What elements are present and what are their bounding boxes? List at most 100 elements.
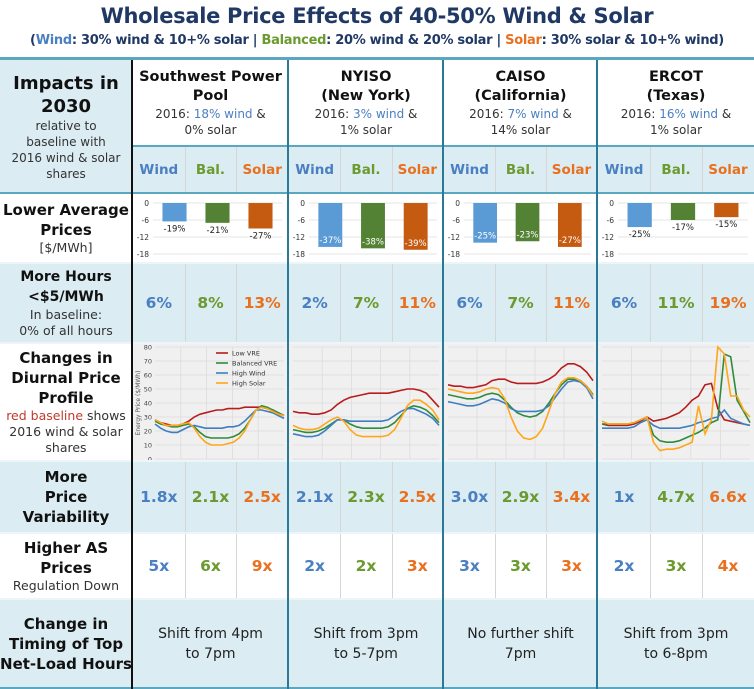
wind-share: 18% wind [193,106,253,121]
series-line [447,377,594,441]
legend-label: High Wind [232,370,265,378]
scenario-header: Solar [391,147,443,193]
series-line [447,378,594,418]
scenario-header: Solar [702,147,754,193]
scenario-definitions: (Wind: 30% wind & 10+% solar | Balanced:… [0,33,754,48]
bar-value-label: -38% [362,237,384,247]
region-name: NYISO [340,68,392,85]
row-heading: More [44,468,88,486]
bar-chart-panel: 0 -6 -12 -18 -19% -21% -27% [133,193,288,263]
solar-share: 1% solar [649,122,703,137]
bar-value-label: -27% [559,236,581,246]
red-baseline-note: red baseline [6,408,84,423]
paren: ( [30,33,36,48]
timing-line: to 6-8pm [644,646,708,662]
more-hours-value: 6% [598,263,650,343]
y-tick-label: -18 [602,250,614,259]
region-name: (California) [474,87,567,104]
series-line [292,399,440,438]
balanced-definition: : 20% wind & 20% solar | [326,33,506,48]
variability-value: 2.5x [236,461,288,533]
variability-value: 2.9x [495,461,546,533]
more-hours-value: 2% [289,263,341,343]
row-label-more-hours: More Hours <$5/MWh In baseline: 0% of al… [0,263,132,343]
scenario-header: Wind [444,147,495,193]
bar-chart: 0 -6 -12 -18 -25% -23% -27% [448,199,591,259]
row-label-variability: More Price Variability [0,461,132,533]
as-price-value: 6x [184,533,237,599]
timing-line: Shift from 4pm [158,626,263,642]
y-tick-label: -6 [142,216,150,225]
scenario-header: Bal. [340,147,392,193]
more-hours-value: 11% [650,263,702,343]
as-price-value: 5x [133,533,185,599]
corner-sub: relative to [35,118,97,133]
variability-value: 2.3x [340,461,392,533]
more-hours-value: 6% [133,263,185,343]
y-axis-label: Energy Price ($/MWh) [135,371,142,436]
y-tick-label: 40 [144,400,152,408]
bar-value-label: -15% [715,220,737,230]
corner-header: Impacts in 2030 relative to baseline wit… [0,60,132,193]
row-heading: Higher AS [23,539,109,557]
variability-value: 1.8x [133,461,185,533]
scenario-header: Bal. [650,147,702,193]
series-line [154,409,285,434]
region-name: Southwest Power [139,68,282,85]
timing-line: No further shift [467,626,574,642]
variability-value: 3.0x [444,461,495,533]
y-tick-label: 0 [148,456,152,462]
y-tick-label: 0 [609,199,614,208]
y-tick-label: 0 [300,199,305,208]
legend-label: Balanced VRE [232,360,277,368]
row-heading: Lower Average [3,201,129,219]
legend-label: Low VRE [232,350,260,358]
line-chart [444,343,597,461]
more-hours-value: 7% [495,263,546,343]
row-subheading: shows [83,408,126,423]
variability-value: 2.1x [289,461,341,533]
row-subheading: 2016 wind & solar [9,424,123,439]
series-line [601,345,751,452]
variability-value: 1x [598,461,650,533]
series-line [447,363,594,389]
as-price-value: 3x [650,533,702,599]
bar [714,203,739,218]
timing-line: to 7pm [185,646,236,662]
as-price-value: 3x [546,533,597,599]
wind-share: 7% wind [507,106,559,121]
scenario-header: Bal. [184,147,237,193]
bar [627,203,652,228]
variability-value: 2.5x [391,461,443,533]
series-line [154,406,285,427]
more-hours-value: 8% [184,263,237,343]
legend-label: High Solar [232,380,266,388]
bar-value-label: -21% [207,226,229,236]
bar [403,203,428,250]
more-hours-value: 19% [702,263,754,343]
row-label-diurnal: Changes in Diurnal Price Profile red bas… [0,343,132,461]
scenario-header: Wind [289,147,341,193]
series-line [292,388,440,415]
y-tick-label: -12 [293,233,305,242]
year-label: 2016: [155,106,194,121]
region-name: ERCOT [649,68,703,85]
row-subheading: shares [45,440,87,455]
year-label: 2016: [314,106,353,121]
bar-value-label: -17% [672,223,694,233]
corner-sub: baseline with [26,134,106,149]
y-tick-label: 60 [144,372,152,380]
region-header: Southwest Power Pool 2016: 18% wind & 0%… [133,60,288,145]
more-hours-value: 7% [340,263,392,343]
y-tick-label: -12 [448,233,460,242]
row-label-lower-prices: Lower Average Prices [$/MWh] [0,193,132,263]
row-heading: Change in [23,615,109,633]
bar-value-label: -37% [319,236,341,246]
solar-label: Solar [505,33,542,48]
y-tick-label: -6 [453,216,461,225]
region-name: (Texas) [646,87,706,104]
year-label: 2016: [469,106,508,121]
bar [162,203,187,222]
as-price-value: 3x [391,533,443,599]
timing-value: Shift from 3pm to 6-8pm [598,599,754,689]
